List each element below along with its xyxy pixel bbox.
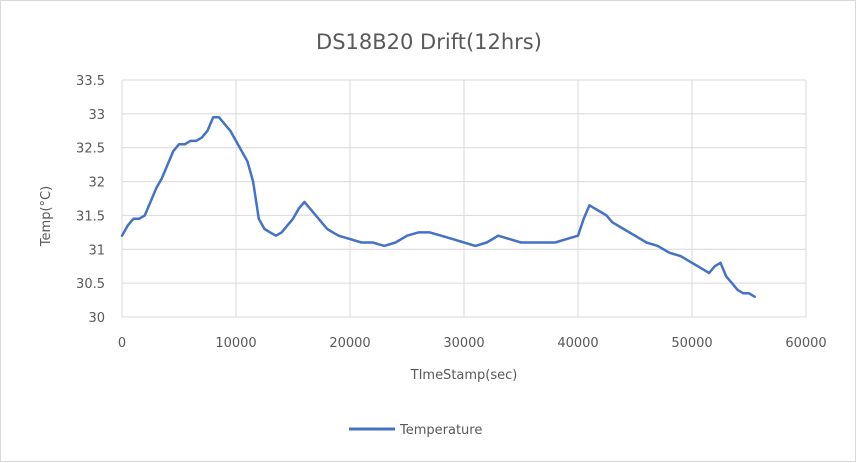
y-tick-label: 30.5 (76, 277, 105, 292)
chart-title: DS18B20 Drift(12hrs) (316, 30, 542, 54)
x-tick-label: 30000 (443, 336, 484, 351)
x-tick-label: 40000 (557, 336, 598, 351)
x-tick-label: 60000 (785, 336, 826, 351)
y-tick-label: 31 (88, 243, 105, 258)
series-line-temperature (120, 115, 756, 298)
y-tick-label: 31.5 (76, 209, 105, 224)
x-tick-label: 50000 (671, 336, 712, 351)
y-tick-label: 33 (88, 108, 105, 123)
y-tick-label: 32.5 (76, 142, 105, 157)
x-tick-label: 10000 (215, 336, 256, 351)
x-tick-label: 0 (118, 336, 126, 351)
y-tick-label: 30 (88, 311, 105, 326)
y-axis-label: Temp(°C) (39, 186, 54, 247)
y-tick-labels: 30 30.5 31 31.5 32 32.5 33 33.5 (76, 74, 105, 326)
x-tick-label: 20000 (329, 336, 370, 351)
legend: Temperature (349, 423, 482, 438)
y-tick-label: 33.5 (76, 74, 105, 89)
series-layer (120, 115, 756, 298)
grid (121, 79, 807, 318)
x-axis-label: TImeStamp(sec) (410, 368, 518, 383)
legend-label-temperature: Temperature (399, 423, 482, 438)
y-tick-label: 32 (88, 176, 105, 191)
x-tick-labels: 0 10000 20000 30000 40000 50000 60000 (118, 336, 827, 351)
